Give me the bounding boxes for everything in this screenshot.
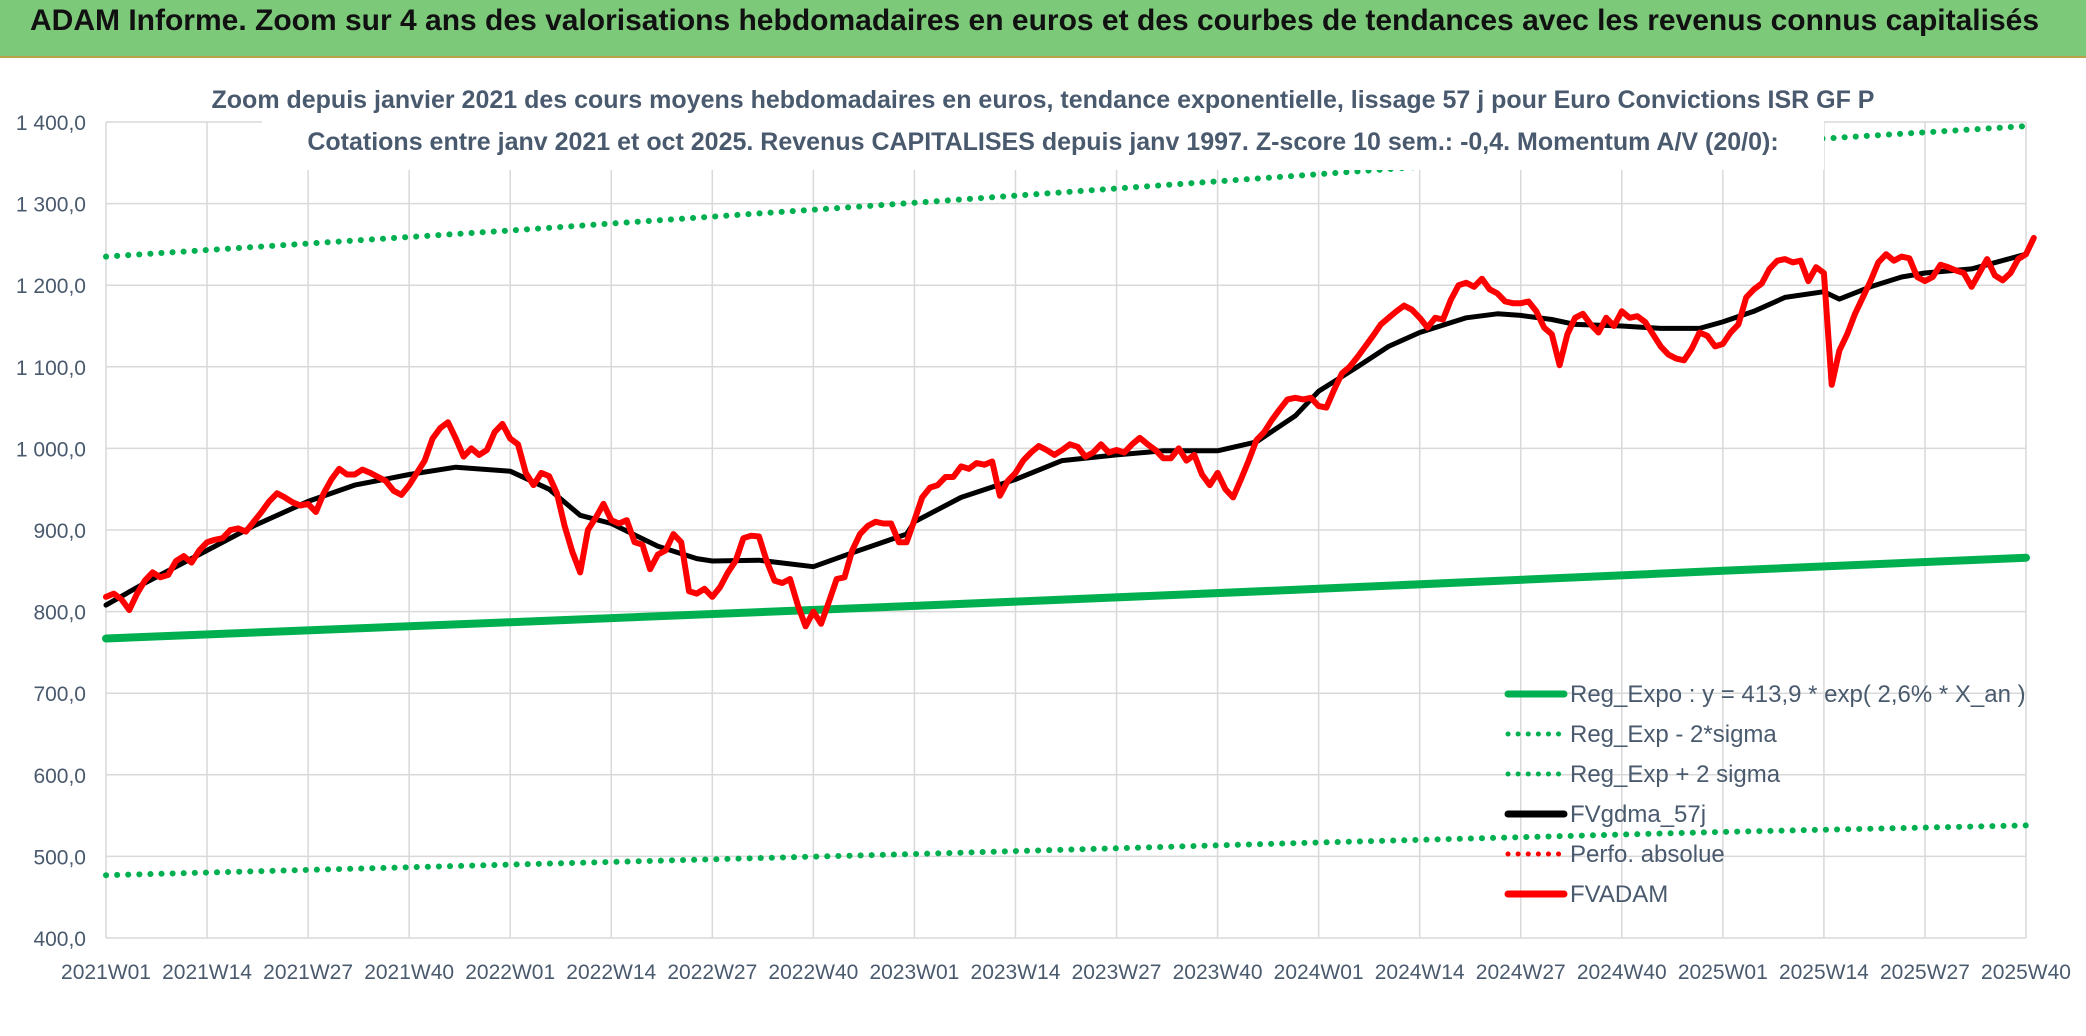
series-fvgdma-57j (103, 251, 2029, 608)
chart-title: Zoom depuis janvier 2021 des cours moyen… (212, 86, 1875, 114)
x-tick-label: 2021W14 (162, 961, 252, 984)
x-tick-label: 2021W27 (263, 961, 353, 984)
y-tick-label: 700,0 (33, 683, 86, 706)
y-axis: 400,0 500,0 600,0 700,0 800,0 900,0 1 000,0 1 1… (16, 112, 86, 951)
x-tick-label: 2021W40 (364, 961, 454, 984)
y-tick-label: 400,0 (33, 928, 86, 951)
x-tick-label: 2023W14 (971, 961, 1061, 984)
legend-label: FVADAM (1570, 881, 1668, 908)
y-tick-label: 1 000,0 (16, 438, 86, 461)
legend-label: Reg_Exp + 2 sigma (1570, 761, 1781, 788)
series-fvadam (103, 234, 2037, 630)
series-reg-exp-minus-2sigma (103, 822, 2029, 879)
legend-label: Reg_Expo : y = 413,9 * exp( 2,6% * X_an … (1570, 681, 2026, 708)
y-tick-label: 900,0 (33, 520, 86, 543)
x-tick-label: 2025W01 (1678, 961, 1768, 984)
chart-subtitle: Cotations entre janv 2021 et oct 2025. R… (307, 128, 1778, 156)
x-tick-label: 2022W27 (667, 961, 757, 984)
x-tick-label: 2022W40 (768, 961, 858, 984)
legend-label: Perfo. absolue (1570, 841, 1725, 868)
report-title: ADAM Informe. Zoom sur 4 ans des valoris… (30, 4, 2040, 37)
banner-divider (0, 56, 2086, 58)
legend-label: FVgdma_57j (1570, 801, 1706, 828)
report-banner: ADAM Informe. Zoom sur 4 ans des valoris… (0, 0, 2086, 56)
y-tick-label: 600,0 (33, 765, 86, 788)
series-reg-expo (102, 553, 2030, 643)
series-layer (102, 123, 2037, 879)
x-tick-label: 2022W14 (566, 961, 656, 984)
x-tick-label: 2025W40 (1981, 961, 2071, 984)
x-tick-label: 2024W14 (1375, 961, 1465, 984)
x-tick-label: 2025W27 (1880, 961, 1970, 984)
x-tick-label: 2024W01 (1274, 961, 1364, 984)
x-tick-label: 2022W01 (465, 961, 555, 984)
chart-area: 400,0 500,0 600,0 700,0 800,0 900,0 1 000,0 1 1… (0, 58, 2086, 1031)
y-tick-label: 1 100,0 (16, 357, 86, 380)
x-tick-label: 2023W01 (869, 961, 959, 984)
x-tick-label: 2024W40 (1577, 961, 1667, 984)
y-tick-label: 500,0 (33, 846, 86, 869)
legend-label: Reg_Exp - 2*sigma (1570, 721, 1777, 748)
x-tick-label: 2023W40 (1173, 961, 1263, 984)
x-tick-label: 2024W27 (1476, 961, 1566, 984)
line-chart: 400,0 500,0 600,0 700,0 800,0 900,0 1 000,0 1 1… (16, 66, 2071, 984)
series-reg-exp-plus-2sigma (103, 123, 2029, 260)
x-axis: 2021W01 2021W14 2021W27 2021W40 2022W01 2022W… (61, 961, 2071, 984)
y-tick-label: 1 400,0 (16, 112, 86, 135)
x-tick-label: 2021W01 (61, 961, 151, 984)
x-tick-label: 2025W14 (1779, 961, 1869, 984)
title-background (262, 66, 1824, 170)
x-tick-label: 2023W27 (1072, 961, 1162, 984)
y-tick-label: 1 300,0 (16, 194, 86, 217)
grid-lines (105, 121, 2027, 939)
chart-legend: Reg_Expo : y = 413,9 * exp( 2,6% * X_an … (1504, 681, 2026, 908)
y-tick-label: 1 200,0 (16, 275, 86, 298)
y-tick-label: 800,0 (33, 602, 86, 625)
